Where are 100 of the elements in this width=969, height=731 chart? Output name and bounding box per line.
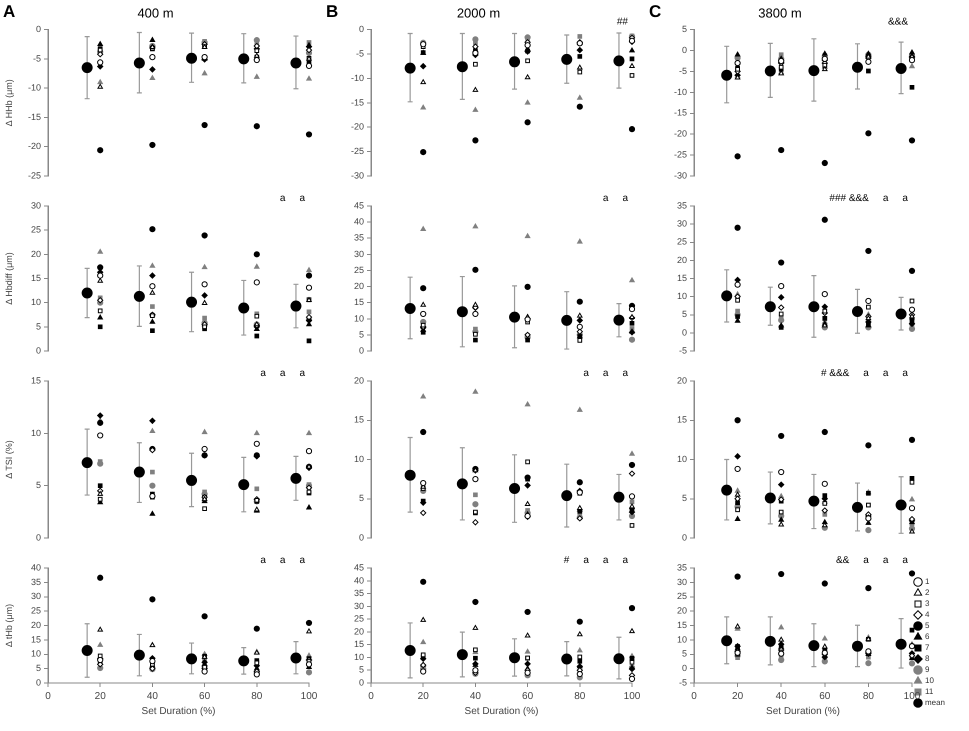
text: && — [836, 554, 850, 566]
y-tick-label: 0 — [358, 532, 364, 542]
text: A — [3, 2, 16, 22]
text: a — [622, 554, 628, 566]
text: a — [882, 554, 889, 566]
text: C — [649, 2, 662, 22]
text: ## — [616, 16, 628, 28]
x-tick-label: 100 — [624, 690, 641, 702]
text: a — [902, 368, 908, 379]
y-tick-label: 10 — [30, 648, 41, 659]
y-tick-label: -10 — [28, 82, 41, 93]
y-tick-label: -25 — [350, 146, 364, 156]
y-axis-title: Δ tHb (μm) — [4, 604, 14, 648]
y-tick-label: 0 — [358, 345, 364, 356]
text: a — [280, 368, 286, 379]
y-tick-label: -10 — [674, 86, 687, 97]
y-tick-label: 45 — [354, 200, 364, 210]
y-tick-label: 15 — [676, 272, 687, 283]
text: a — [602, 368, 609, 379]
legend-label: mean — [924, 698, 946, 708]
y-tick-label: 15 — [30, 634, 41, 644]
y-tick-label: 5 — [358, 493, 364, 504]
text: a — [882, 192, 889, 204]
y-tick-label: 40 — [30, 562, 41, 572]
x-axis-title: Set Duration (%) — [464, 706, 538, 717]
x-tick-label: 100 — [904, 690, 921, 702]
x-tick-label: 60 — [522, 690, 534, 702]
y-tick-label: 35 — [354, 588, 364, 598]
y-tick-label: 5 — [36, 480, 41, 490]
y-tick-label: 10 — [676, 634, 687, 644]
y-tick-label: 5 — [358, 664, 364, 675]
text: a — [863, 368, 870, 379]
text: a — [299, 554, 306, 566]
y-tick-label: 30 — [354, 248, 364, 259]
x-tick-label: 0 — [368, 690, 374, 702]
y-tick-label: -30 — [350, 170, 364, 180]
y-tick-label: 0 — [36, 532, 41, 542]
legend-label: 3 — [924, 599, 930, 608]
y-tick-label: -25 — [28, 170, 41, 180]
y-tick-label: -5 — [356, 48, 364, 58]
x-tick-label: 0 — [45, 690, 52, 702]
legend-label: 1 — [924, 577, 930, 586]
text: a — [260, 368, 266, 379]
y-tick-label: 25 — [354, 614, 364, 624]
y-tick-label: 10 — [354, 454, 364, 464]
y-tick-label: 10 — [354, 652, 364, 662]
y-tick-label: 10 — [30, 297, 41, 308]
x-tick-label: 20 — [418, 690, 430, 702]
text: a — [583, 368, 590, 379]
legend-label: 10 — [924, 676, 934, 686]
y-tick-label: 30 — [30, 200, 41, 210]
legend-label: 6 — [924, 632, 930, 642]
y-tick-label: 15 — [354, 414, 364, 425]
x-tick-label: 80 — [862, 690, 874, 702]
y-tick-label: 15 — [676, 414, 687, 425]
y-tick-label: 15 — [30, 272, 41, 283]
x-tick-label: 60 — [199, 690, 211, 702]
y-tick-label: 20 — [30, 620, 41, 630]
text: a — [902, 554, 908, 566]
y-axis-title: Δ TSI (%) — [4, 440, 14, 479]
y-tick-label: 0 — [682, 327, 687, 338]
y-tick-label: 5 — [682, 309, 687, 320]
text: &&& — [888, 16, 908, 28]
y-tick-label: 0 — [358, 677, 364, 688]
x-tick-label: 40 — [470, 690, 482, 702]
text: a — [583, 554, 590, 566]
y-tick-label: 10 — [676, 291, 687, 302]
text: a — [882, 368, 889, 379]
y-tick-label: -30 — [674, 170, 687, 180]
y-tick-label: 0 — [358, 24, 364, 34]
y-tick-label: 30 — [354, 600, 364, 611]
x-tick-label: 60 — [819, 690, 831, 702]
text: a — [602, 554, 609, 566]
chart-title: 400 m — [137, 5, 174, 20]
text: ### &&& — [829, 192, 870, 204]
text: a — [622, 368, 628, 379]
y-tick-label: -5 — [678, 345, 687, 356]
y-tick-label: 5 — [682, 493, 687, 504]
y-tick-label: 20 — [354, 626, 364, 636]
x-tick-label: 20 — [94, 690, 106, 702]
chart-title: 3800 m — [758, 5, 802, 20]
y-tick-label: -10 — [350, 72, 364, 83]
y-tick-label: 20 — [30, 248, 41, 259]
y-tick-label: 35 — [676, 562, 687, 572]
y-tick-label: 5 — [682, 648, 687, 659]
y-tick-label: 0 — [682, 45, 687, 55]
text: a — [299, 368, 306, 379]
y-tick-label: -15 — [674, 108, 687, 118]
y-tick-label: 25 — [676, 236, 687, 247]
y-tick-label: -20 — [28, 141, 41, 152]
x-tick-label: 80 — [251, 690, 263, 702]
y-tick-label: 5 — [36, 663, 41, 674]
y-tick-label: 25 — [30, 606, 41, 616]
y-tick-label: 40 — [354, 575, 364, 586]
x-axis-title: Set Duration (%) — [142, 706, 216, 717]
text: # &&& — [820, 368, 850, 379]
y-tick-label: 15 — [30, 375, 41, 386]
legend-label: 8 — [924, 654, 930, 664]
y-tick-label: 35 — [354, 232, 364, 243]
y-axis-title: Δ Hbdiff (μm) — [4, 252, 14, 305]
